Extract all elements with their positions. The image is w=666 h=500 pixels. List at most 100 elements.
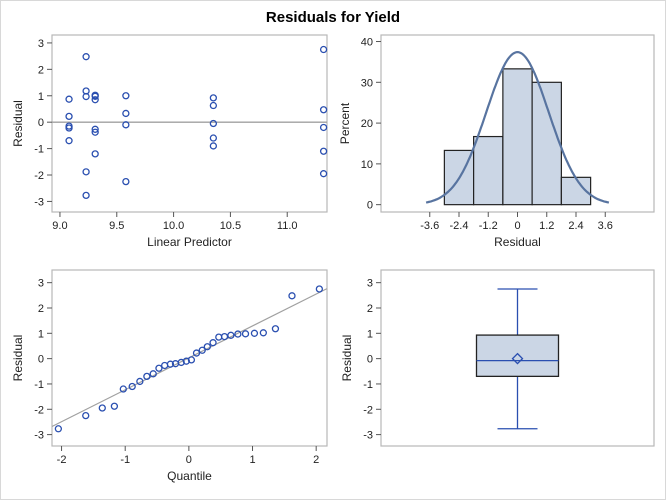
plot-area [51, 34, 328, 213]
x-tick-label: -1 [120, 454, 130, 466]
plot-4: -3 -2 -1 0 1 2 3 Residual [340, 269, 655, 447]
data-point [136, 377, 144, 386]
data-point [288, 292, 296, 300]
data-point [192, 349, 201, 357]
x-tick-label: -2 [57, 454, 67, 466]
y-tick-label: 40 [361, 37, 373, 49]
y-tick-label: -1 [34, 379, 44, 391]
data-point [65, 112, 73, 121]
y-tick-label: 0 [38, 117, 44, 129]
interquartile-box [475, 334, 560, 378]
x-tick-label: 10.5 [220, 220, 241, 232]
data-point [82, 168, 90, 176]
y-axis-label: Residual [11, 335, 25, 382]
data-point [149, 370, 157, 378]
data-point [315, 285, 324, 293]
x-tick-label: 2.4 [568, 220, 583, 232]
data-point [166, 360, 175, 368]
y-axis-label: Residual [340, 335, 354, 382]
data-point [319, 106, 328, 114]
data-point [65, 137, 73, 145]
data-point [187, 356, 196, 364]
y-tick-label: 3 [38, 278, 44, 290]
y-tick-label: 1 [38, 91, 44, 103]
y-tick-label: 10 [361, 159, 373, 171]
data-point [54, 425, 63, 433]
x-tick-label: 0 [514, 220, 520, 232]
data-point [271, 325, 280, 333]
data-point [82, 53, 90, 61]
y-tick-label: 2 [367, 303, 373, 315]
x-tick-label: 10.0 [163, 220, 184, 232]
data-point [110, 402, 119, 410]
y-tick-label: -1 [363, 379, 373, 391]
histogram-bar [531, 81, 562, 206]
data-point [122, 92, 130, 100]
data-point [198, 346, 206, 354]
y-tick-label: 3 [38, 38, 44, 50]
x-tick-label: 11.0 [277, 220, 298, 232]
y-tick-label: 0 [367, 354, 373, 366]
data-point [209, 101, 218, 110]
plot-2: 0 10 20 30 40 -3.6 -2.4 -1.2 0 1.2 2.4 3.6 Residual P… [338, 34, 655, 249]
data-point [227, 331, 235, 339]
data-point [122, 177, 130, 186]
y-tick-label: -3 [34, 430, 44, 442]
data-point [65, 124, 73, 132]
y-tick-label: -3 [34, 196, 44, 208]
y-tick-label: 20 [361, 118, 373, 130]
data-point [122, 109, 130, 118]
x-axis-label: Linear Predictor [147, 235, 232, 249]
data-point [155, 364, 163, 372]
y-tick-label: 0 [38, 354, 44, 366]
chart-title: Residuals for Yield [265, 9, 401, 26]
x-tick-label: 0 [186, 454, 192, 466]
x-axis-label: Residual [494, 235, 541, 249]
x-tick-label: 9.0 [52, 220, 67, 232]
data-point [91, 150, 99, 158]
data-point [128, 382, 136, 391]
data-point [209, 134, 218, 142]
data-point [82, 191, 90, 200]
histogram-bar [502, 68, 533, 206]
data-point [209, 94, 218, 102]
data-point [91, 125, 99, 133]
data-point [209, 339, 217, 347]
y-tick-label: 2 [38, 303, 44, 315]
y-tick-label: -2 [363, 404, 373, 416]
data-point [209, 142, 218, 150]
y-tick-label: -1 [34, 144, 44, 156]
data-point [91, 92, 99, 100]
y-axis-label: Residual [11, 100, 25, 147]
data-point [65, 95, 73, 103]
data-point [182, 357, 190, 365]
x-tick-label: -1.2 [479, 220, 498, 232]
y-tick-label: 1 [367, 328, 373, 340]
x-tick-label: -3.6 [420, 220, 439, 232]
x-tick-label: 9.5 [109, 220, 124, 232]
y-tick-label: -3 [363, 430, 373, 442]
data-point [319, 45, 328, 54]
y-tick-label: 30 [361, 77, 373, 89]
mean-marker [511, 352, 524, 365]
data-point [143, 372, 151, 381]
data-point [319, 147, 328, 155]
data-point [234, 330, 242, 338]
plot-3: -3 -2 -1 0 1 2 3 -2 -1 0 1 2 Quantile Residual [11, 269, 328, 483]
x-tick-label: 3.6 [598, 220, 613, 232]
y-tick-label: 1 [38, 328, 44, 340]
y-tick-label: 3 [367, 278, 373, 290]
data-point [319, 123, 328, 132]
plot-1: -3 -2 -1 0 1 2 3 9.0 9.5 10.0 10.5 11.0 Linear Predi… [11, 34, 328, 249]
histogram-bar [473, 135, 504, 206]
data-point [82, 92, 90, 101]
data-point [177, 358, 185, 367]
x-tick-label: -2.4 [450, 220, 469, 232]
x-axis-label: Quantile [167, 469, 212, 483]
x-tick-label: 2 [313, 454, 319, 466]
data-point [91, 96, 99, 104]
data-point [91, 128, 99, 136]
data-point [259, 329, 267, 337]
data-point [250, 329, 259, 337]
